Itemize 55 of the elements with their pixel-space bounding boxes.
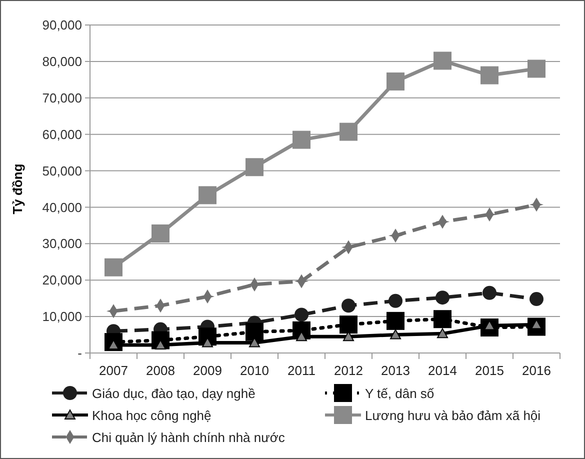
point bbox=[294, 308, 308, 322]
x-tick-label: 2012 bbox=[334, 363, 363, 378]
point bbox=[104, 258, 122, 276]
legend-label: Lương hưu và bảo đảm xã hội bbox=[365, 408, 541, 423]
point bbox=[434, 310, 452, 328]
legend-label: Y tế, dân số bbox=[365, 386, 434, 401]
point bbox=[343, 331, 354, 342]
legend-entry: Khoa học công nghệ bbox=[52, 408, 212, 423]
x-tick-label: 2009 bbox=[193, 363, 222, 378]
legend-label: Khoa học công nghệ bbox=[92, 408, 212, 423]
y-tick-label: - bbox=[78, 346, 82, 361]
y-tick-label: 50,000 bbox=[42, 163, 82, 178]
legend-entry: Lương hưu và bảo đảm xã hội bbox=[325, 406, 541, 424]
point bbox=[152, 224, 170, 242]
point bbox=[340, 122, 358, 141]
legend-entry: Y tế, dân số bbox=[325, 384, 434, 402]
point bbox=[530, 292, 544, 306]
point bbox=[388, 294, 402, 308]
legend-label: Giáo dục, đào tạo, dạy nghề bbox=[92, 386, 256, 401]
y-tick-label: 70,000 bbox=[42, 90, 82, 106]
x-tick-label: 2010 bbox=[240, 363, 269, 378]
point bbox=[480, 66, 498, 84]
y-tick-label: 90,000 bbox=[42, 18, 82, 33]
legend-entry: Giáo dục, đào tạo, dạy nghề bbox=[52, 386, 256, 401]
x-tick-label: 2011 bbox=[288, 363, 316, 378]
legend-entry: Chi quản lý hành chính nhà nước bbox=[52, 430, 285, 445]
y-tick-label: 30,000 bbox=[42, 236, 82, 252]
point bbox=[340, 316, 358, 334]
point bbox=[246, 158, 264, 176]
point bbox=[386, 312, 404, 330]
point bbox=[386, 72, 404, 90]
point bbox=[296, 331, 307, 342]
point bbox=[528, 60, 546, 78]
point bbox=[246, 322, 264, 341]
y-tick-label: 80,000 bbox=[42, 54, 82, 69]
point bbox=[342, 298, 356, 313]
x-tick-label: 2015 bbox=[475, 363, 504, 378]
y-tick-label: 40,000 bbox=[42, 200, 82, 215]
y-tick-label: 20,000 bbox=[42, 272, 82, 288]
point bbox=[434, 52, 452, 70]
point bbox=[198, 186, 216, 204]
x-tick-label: 2014 bbox=[428, 363, 457, 378]
point bbox=[437, 328, 448, 338]
x-tick-label: 2016 bbox=[522, 363, 551, 378]
point bbox=[292, 130, 310, 149]
y-tick-label: 60,000 bbox=[42, 126, 82, 142]
y-axis-title: Tỷ đồng bbox=[10, 164, 25, 214]
legend-label: Chi quản lý hành chính nhà nước bbox=[92, 430, 286, 445]
point bbox=[390, 329, 401, 340]
point bbox=[436, 290, 450, 305]
point bbox=[482, 286, 496, 300]
x-tick-label: 2013 bbox=[381, 363, 410, 378]
x-tick-label: 2007 bbox=[99, 363, 128, 378]
x-tick-label: 2008 bbox=[146, 363, 175, 378]
y-tick-label: 10,000 bbox=[42, 309, 82, 324]
